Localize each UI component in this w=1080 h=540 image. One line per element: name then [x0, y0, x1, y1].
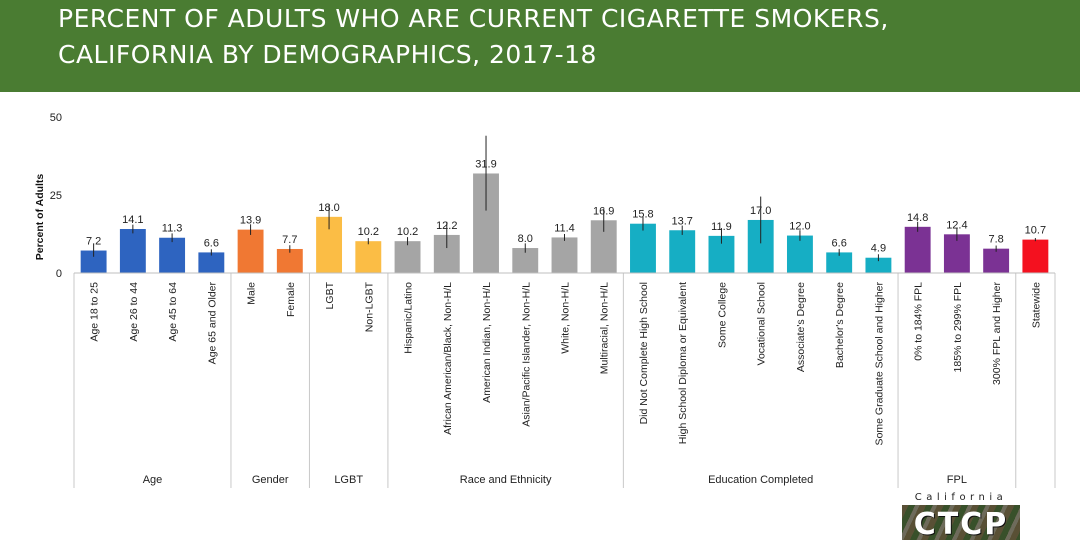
category-label: Male [246, 282, 258, 305]
data-label: 10.2 [358, 226, 379, 238]
data-label: 11.4 [554, 222, 575, 234]
bar [198, 252, 225, 273]
data-label: 13.9 [240, 215, 261, 227]
bar [786, 235, 813, 273]
bar [80, 250, 107, 273]
category-label: LGBT [324, 281, 336, 309]
data-label: 10.2 [397, 226, 418, 238]
logo-main-text: CTCP [913, 507, 1009, 540]
data-label: 7.7 [282, 234, 297, 246]
category-label: Age 18 to 25 [89, 282, 101, 342]
data-label: 15.8 [632, 209, 653, 221]
data-label: 14.8 [907, 212, 928, 224]
data-label: 17.0 [750, 205, 771, 217]
bar [904, 226, 931, 273]
group-label: Education Completed [708, 474, 813, 486]
category-label: 0% to 184% FPL [913, 282, 925, 361]
title-banner: PERCENT OF ADULTS WHO ARE CURRENT CIGARE… [0, 0, 1080, 92]
category-label: African American/Black, Non-H/L [442, 282, 454, 435]
category-label: High School Diploma or Equivalent [677, 282, 689, 444]
category-label: Multiracial, Non-H/L [599, 282, 611, 374]
bar [669, 230, 696, 273]
category-label: Asian/Pacific Islander, Non-H/L [520, 282, 532, 427]
data-label: 12.2 [436, 220, 457, 232]
category-label: Hispanic/Latino [403, 282, 415, 354]
logo-top-text: California [914, 492, 1008, 503]
data-label: 12.0 [789, 221, 810, 233]
bar [237, 229, 264, 273]
bar [276, 248, 303, 273]
data-label: 11.9 [711, 221, 732, 233]
bar [119, 229, 146, 273]
category-label: Age 26 to 44 [128, 282, 140, 342]
y-tick-label: 50 [50, 112, 62, 124]
data-label: 7.2 [86, 236, 101, 248]
category-label: Some College [716, 282, 728, 348]
bar [865, 257, 892, 273]
category-label: White, Non-H/L [560, 282, 572, 354]
data-label: 14.1 [122, 214, 143, 226]
group-label: Gender [252, 474, 289, 486]
chart-title-line-1: PERCENT OF ADULTS WHO ARE CURRENT CIGARE… [58, 4, 889, 33]
bar [1022, 239, 1049, 273]
chart-title-line-2: CALIFORNIA BY DEMOGRAPHICS, 2017-18 [58, 40, 597, 69]
bar [394, 241, 421, 273]
ctcp-logo: California CTCP [898, 492, 1024, 540]
category-label: Vocational School [756, 282, 768, 365]
bar [826, 252, 853, 273]
data-label: 12.4 [946, 219, 967, 231]
data-label: 6.6 [832, 237, 847, 249]
y-tick-label: 25 [50, 190, 62, 202]
category-label: Did Not Complete High School [638, 282, 650, 424]
data-label: 31.9 [475, 158, 496, 170]
bar [551, 237, 578, 273]
category-label: American Indian, Non-H/L [481, 282, 493, 403]
data-label: 8.0 [518, 233, 533, 245]
group-label: FPL [947, 474, 967, 486]
group-label: LGBT [334, 474, 363, 486]
y-axis-label: Percent of Adults [34, 174, 46, 261]
data-label: 7.8 [988, 234, 1003, 246]
category-label: Bachelor's Degree [834, 282, 846, 368]
y-tick-label: 0 [56, 268, 62, 280]
bar [630, 223, 656, 273]
data-label: 6.6 [204, 237, 219, 249]
category-label: 185% to 299% FPL [952, 282, 964, 373]
data-label: 11.3 [162, 223, 183, 235]
data-label: 16.9 [593, 205, 614, 217]
category-label: Some Graduate School and Higher [873, 282, 885, 446]
data-label: 10.7 [1025, 225, 1046, 237]
category-label: Age 45 to 64 [167, 282, 179, 342]
category-label: Non-LGBT [363, 281, 375, 332]
category-label: Female [285, 282, 297, 317]
data-label: 18.0 [318, 202, 339, 214]
bar [355, 241, 382, 273]
data-label: 4.9 [871, 243, 886, 255]
bar [159, 237, 186, 273]
logo-image: CTCP [902, 505, 1020, 540]
bar [983, 248, 1010, 273]
category-label: 300% FPL and Higher [991, 282, 1003, 385]
category-label: Associate's Degree [795, 282, 807, 372]
data-label: 13.7 [672, 215, 693, 227]
category-label: Age 65 and Older [206, 282, 218, 365]
category-label: Statewide [1030, 282, 1042, 328]
group-label: Race and Ethnicity [460, 474, 552, 486]
group-label: Age [143, 474, 163, 486]
